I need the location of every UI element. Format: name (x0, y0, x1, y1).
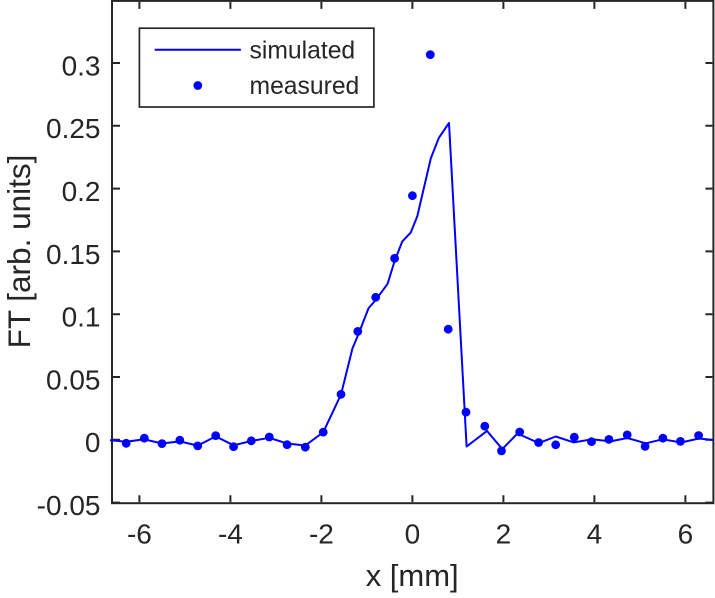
svg-text:0.25: 0.25 (46, 113, 101, 144)
svg-text:0: 0 (85, 427, 101, 458)
svg-text:measured: measured (250, 73, 360, 100)
svg-text:-2: -2 (309, 519, 334, 550)
svg-text:0.3: 0.3 (62, 50, 101, 81)
svg-text:0.1: 0.1 (62, 302, 101, 333)
svg-text:-4: -4 (218, 519, 243, 550)
svg-text:0: 0 (405, 519, 421, 550)
svg-text:0.05: 0.05 (46, 364, 101, 395)
svg-text:-6: -6 (127, 519, 152, 550)
svg-text:4: 4 (587, 519, 603, 550)
svg-text:6: 6 (678, 519, 694, 550)
svg-text:0.15: 0.15 (46, 239, 101, 270)
svg-text:x [mm]: x [mm] (366, 558, 459, 593)
svg-text:FT [arb. units]: FT [arb. units] (1, 155, 37, 349)
svg-text:2: 2 (496, 519, 512, 550)
svg-text:-0.05: -0.05 (37, 490, 101, 521)
svg-text:simulated: simulated (250, 37, 356, 64)
svg-text:0.2: 0.2 (62, 176, 101, 207)
